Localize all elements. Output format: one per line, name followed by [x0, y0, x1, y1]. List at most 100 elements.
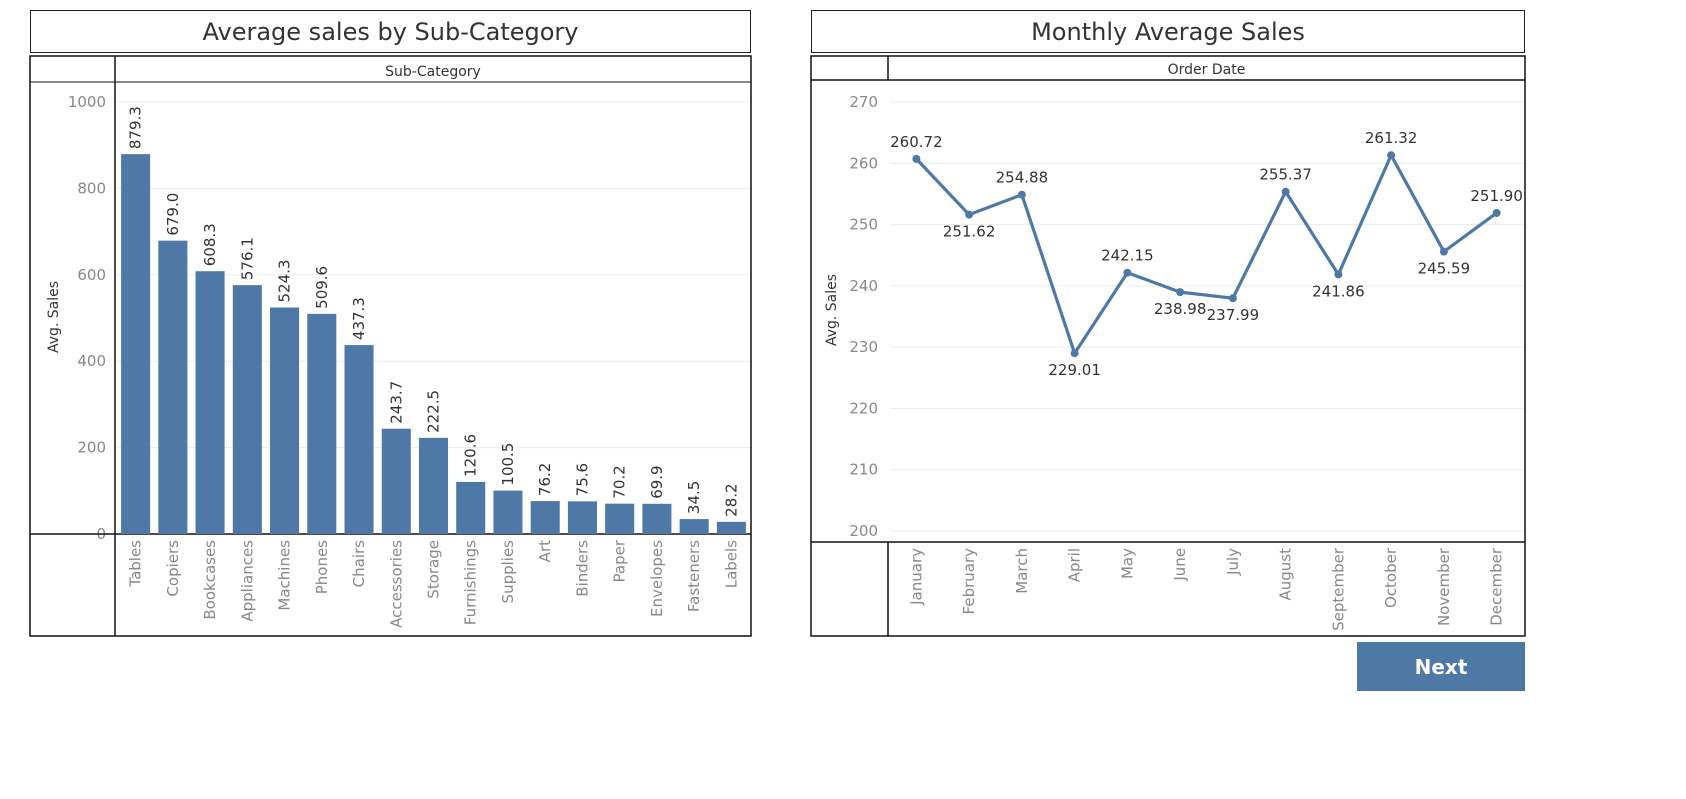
line-panel-frame: [810, 55, 1526, 637]
bar-data-label: 679.0: [164, 193, 182, 236]
bar: [605, 503, 635, 534]
bar-data-label: 70.2: [611, 465, 629, 498]
bar-x-tick-label: Furnishings: [462, 540, 480, 625]
bar-data-label: 509.6: [313, 266, 331, 309]
line-series: [915, 153, 1498, 355]
line-data-label: 229.01: [1048, 361, 1101, 379]
line-data-label: 251.90: [1470, 187, 1523, 205]
bar-y-tick-label: 600: [77, 266, 106, 284]
line-y-tick-label: 260: [849, 154, 878, 172]
line-point: [1070, 349, 1079, 358]
bar-x-tick-label: Supplies: [499, 540, 517, 604]
line-data-label: 254.88: [996, 169, 1049, 187]
bar-x-tick-label: Labels: [722, 540, 740, 588]
bar: [195, 271, 225, 534]
bar-y-tick-label: 200: [77, 439, 106, 457]
line-x-tick-label: March: [1013, 548, 1031, 594]
bar-column-header: Sub-Category: [385, 64, 481, 80]
bar-x-tick-label: Paper: [611, 539, 629, 582]
bar-data-label: 222.5: [425, 390, 443, 433]
line-x-tick-label: April: [1066, 548, 1084, 582]
bar-data-label: 879.3: [127, 106, 145, 149]
bar: [121, 154, 151, 534]
bar-x-tick-label: Phones: [313, 540, 331, 594]
line-chart: 200 210 220 230 240 250 260 270 Order Date Avg. S…: [810, 55, 1526, 637]
line-point: [1228, 294, 1237, 303]
bar-data-label: 437.3: [350, 297, 368, 340]
bar-x-tick-label: Binders: [573, 540, 591, 597]
bar-data-label: 28.2: [722, 483, 740, 516]
line-y-tick-label: 230: [849, 338, 878, 356]
bar-x-tick-label: Fasteners: [685, 540, 703, 612]
line-x-tick-label: July: [1224, 548, 1242, 576]
line-y-tick-label: 270: [849, 93, 878, 111]
line-point: [965, 210, 974, 219]
bar-data-label: 100.5: [499, 443, 517, 486]
bar-data-label: 76.2: [536, 463, 554, 496]
bar: [530, 501, 560, 534]
bar: [270, 307, 300, 534]
bar-y-tick-label: 800: [77, 179, 106, 197]
line-point: [1492, 208, 1501, 217]
bar-x-tick-label: Envelopes: [648, 540, 666, 617]
bar: [716, 521, 746, 534]
line-y-axis-label: Avg. Sales: [824, 274, 840, 346]
line-point: [1281, 187, 1290, 196]
line-y-tick-label: 210: [849, 461, 878, 479]
bar: [493, 490, 523, 534]
line-data-label: 255.37: [1259, 166, 1312, 184]
line-data-label: 238.98: [1154, 300, 1207, 318]
bar-x-tick-label: Copiers: [164, 540, 182, 597]
bar-x-tick-label: Art: [536, 540, 554, 562]
line-y-tick-label: 220: [849, 399, 878, 417]
line-data-label: 241.86: [1312, 282, 1365, 300]
bar: [418, 437, 449, 534]
bar: [158, 240, 188, 534]
next-button[interactable]: Next: [1357, 642, 1525, 691]
line-point: [1387, 151, 1396, 160]
bar-y-axis-label: Avg. Sales: [46, 281, 62, 353]
bar: [679, 519, 709, 534]
bar-data-label: 69.9: [648, 465, 666, 498]
line-point: [1176, 288, 1185, 297]
line-point: [1439, 247, 1448, 256]
bar-data-label: 34.5: [685, 481, 703, 514]
line-data-label: 242.15: [1101, 247, 1154, 265]
bar-data-label: 576.1: [238, 237, 256, 280]
bar-data-label: 524.3: [276, 260, 294, 303]
line-x-tick-label: May: [1118, 548, 1136, 579]
line-data-label: 251.62: [943, 223, 996, 241]
bar-data-label: 608.3: [201, 223, 219, 266]
bar: [456, 481, 486, 534]
line-point: [1123, 268, 1132, 277]
line-column-header: Order Date: [1168, 62, 1246, 78]
bar-x-tick-label: Accessories: [387, 540, 405, 628]
bar-x-tick-label: Appliances: [238, 540, 256, 622]
line-y-tick-label: 240: [849, 277, 878, 295]
line-data-label: 260.72: [890, 133, 943, 151]
line-data-label: 245.59: [1418, 260, 1471, 278]
bar-y-tick-label: 400: [77, 352, 106, 370]
line-x-tick-label: August: [1277, 548, 1295, 601]
bar-data-label: 243.7: [387, 381, 405, 424]
bar: [381, 428, 411, 534]
line-data-label: 237.99: [1207, 306, 1260, 324]
line-point: [1334, 270, 1343, 279]
bar: [232, 285, 262, 534]
line-point: [912, 154, 921, 163]
bar-chart-title: Average sales by Sub-Category: [30, 10, 751, 53]
line-x-tick-label: December: [1488, 547, 1506, 626]
bar-panel-frame: [29, 55, 752, 637]
line-x-tick-label: January: [907, 548, 925, 606]
bar: [307, 313, 337, 534]
line-x-tick-label: September: [1329, 547, 1347, 631]
bar-x-tick-label: Tables: [127, 540, 145, 588]
bar-data-label: 120.6: [462, 434, 480, 477]
line-data-label: 261.32: [1365, 129, 1418, 147]
bar-x-tick-label: Machines: [276, 540, 294, 611]
line-x-tick-label: June: [1171, 548, 1189, 582]
bar-x-tick-label: Chairs: [350, 540, 368, 588]
bar-y-tick-label: 1000: [68, 93, 106, 111]
line-x-tick-label: February: [960, 548, 978, 615]
